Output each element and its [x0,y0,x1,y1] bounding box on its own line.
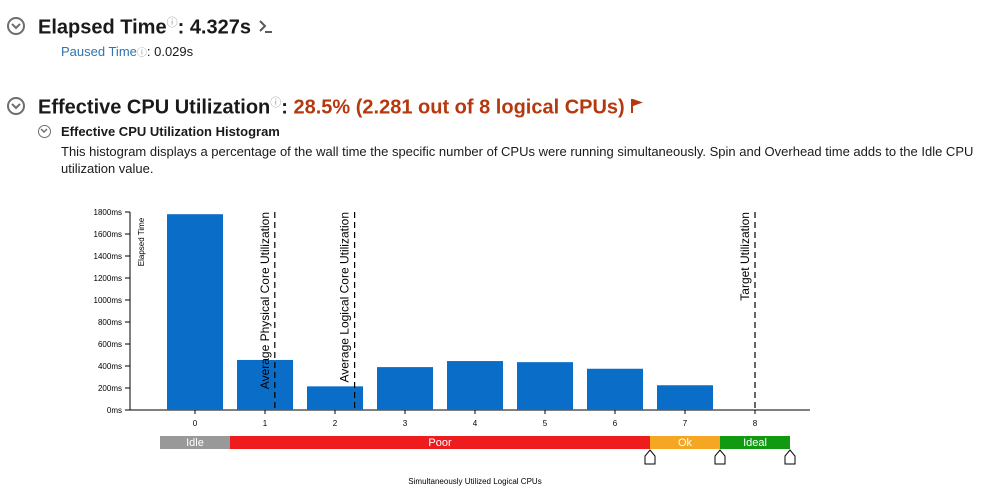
elapsed-time-label: Elapsed Time [38,16,167,39]
histogram-bar[interactable] [447,361,503,410]
y-axis-label: Elapsed Time [137,217,146,266]
elapsed-time-value: 4.327s [189,16,251,39]
x-tick-label: 5 [543,419,548,428]
collapse-histogram-button[interactable] [38,125,51,138]
histogram-bar[interactable] [167,214,223,410]
histogram-bar[interactable] [517,362,573,410]
x-tick-label: 7 [683,419,688,428]
chevron-down-icon [11,23,21,30]
chevron-down-icon [40,128,48,134]
y-tick-label: 1800ms [94,208,122,217]
paused-time-label[interactable]: Paused Time [61,44,137,59]
utilization-band [230,436,650,449]
paused-time-value: 0.029s [154,44,194,59]
cpu-utilization-colon: : [281,96,288,119]
y-tick-label: 600ms [98,340,122,349]
histogram-title: Effective CPU Utilization Histogram [61,124,280,139]
chevron-down-icon [11,103,21,110]
terminal-prompt-icon[interactable] [257,17,273,40]
utilization-band [720,436,790,449]
utilization-band-label: Ideal [743,437,767,449]
utilization-band-label: Idle [186,437,204,449]
x-tick-label: 2 [333,419,338,428]
band-threshold-handle[interactable] [644,449,656,465]
collapse-cpu-button[interactable] [7,97,25,115]
band-threshold-handle[interactable] [784,449,796,465]
x-tick-label: 3 [403,419,408,428]
histogram-description: This histogram displays a percentage of … [61,144,974,176]
cpu-utilization-heading: Effective CPU Utilizationⓘ: 28.5% (2.281… [38,94,644,120]
y-tick-label: 1600ms [94,230,122,239]
y-tick-label: 200ms [98,384,122,393]
x-tick-label: 1 [263,419,268,428]
histogram-bar[interactable] [657,385,713,410]
help-circle-icon[interactable]: ⓘ [270,97,282,109]
utilization-band-label: Poor [428,437,452,449]
histogram-bar[interactable] [307,386,363,410]
flag-icon[interactable] [630,97,644,120]
utilization-marker-label: Average Physical Core Utilization [258,212,272,389]
x-tick-label: 6 [613,419,618,428]
collapse-elapsed-button[interactable] [7,17,25,35]
x-tick-label: 8 [753,419,758,428]
y-tick-label: 400ms [98,362,122,371]
cpu-utilization-value: 28.5% (2.281 out of 8 logical CPUs) [293,96,625,119]
cpu-utilization-label: Effective CPU Utilization [38,96,271,119]
paused-time-row: Paused Timeⓘ: 0.029s [61,44,194,59]
histogram-bar[interactable] [237,359,293,410]
elapsed-time-heading: Elapsed Timeⓘ: 4.327s [38,14,273,40]
histogram-bar[interactable] [377,367,433,410]
band-threshold-handle[interactable] [714,449,726,465]
help-circle-icon[interactable]: ⓘ [136,48,147,59]
utilization-band [160,436,230,449]
histogram-bar[interactable] [587,368,643,410]
y-tick-label: 1000ms [94,296,122,305]
utilization-marker-label: Average Logical Core Utilization [338,212,352,383]
y-tick-label: 800ms [98,318,122,327]
x-tick-label: 0 [193,419,198,428]
utilization-band-label: Ok [678,437,693,449]
y-tick-label: 1400ms [94,252,122,261]
elapsed-time-colon: : [177,16,185,39]
x-axis-label: Simultaneously Utilized Logical CPUs [408,477,541,486]
help-circle-icon[interactable]: ⓘ [166,17,178,29]
utilization-band [650,436,720,449]
y-tick-label: 1200ms [94,274,122,283]
utilization-marker-label: Target Utilization [738,212,752,301]
x-tick-label: 4 [473,419,478,428]
y-tick-label: 0ms [107,406,122,415]
